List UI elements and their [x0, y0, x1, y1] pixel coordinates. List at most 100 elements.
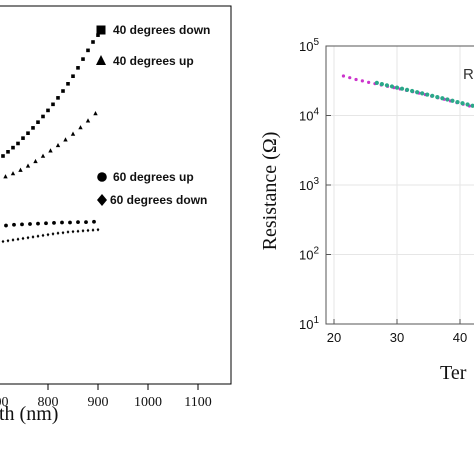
- left-series-2-point-10: [63, 137, 68, 142]
- left-series-1-point-16: [71, 74, 75, 78]
- left-series-1-point-19: [86, 48, 90, 53]
- legend-label-40-down: 40 degrees down: [113, 23, 210, 37]
- left-series-1-point-12: [51, 102, 55, 107]
- right-series-2-point-20: [470, 103, 474, 108]
- right-series-2-point-3: [384, 83, 390, 88]
- left-x-tick-label-800: 800: [38, 395, 59, 410]
- right-series-2-point-13: [435, 94, 440, 100]
- left-x-tick-label-700: 700: [0, 395, 9, 410]
- right-series-2-point-4: [389, 84, 395, 89]
- left-series-4-point-14: [61, 230, 65, 235]
- right-series-1-point-5: [367, 80, 371, 84]
- right-annotation: R: [463, 66, 474, 83]
- left-series-1-point-10: [41, 114, 45, 119]
- left-x-ticks: 700 800 900 1000 1100: [0, 384, 212, 410]
- right-series-2-point-19: [465, 102, 470, 107]
- left-series-2-point-11: [70, 131, 76, 136]
- right-y-axis-label: Resistance (Ω): [259, 132, 281, 251]
- right-x-ticks: 20 30 40: [327, 319, 467, 345]
- left-series-1-point-17: [76, 66, 80, 70]
- left-series-4-point-20: [91, 228, 95, 232]
- right-y-tick-label-1: 101: [299, 315, 319, 332]
- right-series-2-point-16: [450, 98, 455, 103]
- right-series-2-point-8: [410, 88, 415, 94]
- right-series-2-point-7: [404, 87, 410, 92]
- left-series-4-point-18: [81, 229, 85, 233]
- right-series-2-point-18: [460, 101, 465, 106]
- legend-label-60-up: 60 degrees up: [113, 170, 194, 184]
- left-plot: 700 800 900 1000 1100 40 degrees down 40 deg…: [0, 5, 232, 425]
- left-series-3-point-12: [84, 220, 88, 225]
- left-series-2-point-14: [93, 111, 98, 116]
- left-series-1-point-18: [81, 57, 85, 61]
- left-series-3-point-8: [52, 220, 56, 225]
- left-series-1-point-15: [66, 82, 70, 86]
- left-series-2-point-12: [78, 125, 83, 130]
- right-y-tick-label-2: 102: [299, 246, 319, 263]
- left-x-tick-label-1100: 1100: [184, 395, 211, 410]
- left-series-1-point-21: [96, 33, 100, 37]
- left-series-4-point-8: [31, 235, 35, 239]
- left-series-4-point-4: [11, 238, 15, 242]
- left-series-3-point-13: [92, 219, 96, 224]
- right-y-tick-label-5: 105: [299, 37, 319, 54]
- right-series-2-point-5: [394, 85, 400, 90]
- left-series-1-point-2: [1, 154, 5, 158]
- left-series-1-point-14: [61, 89, 65, 93]
- left-series-4-point-2: [1, 239, 5, 244]
- left-series-2-point-4: [18, 167, 23, 172]
- right-series-1-point-3: [354, 77, 358, 82]
- left-series-1-point-7: [26, 131, 30, 135]
- right-series-1-point-1: [341, 74, 346, 78]
- left-x-axis-label: th (nm): [0, 403, 58, 425]
- left-series-2-point-3: [10, 171, 16, 176]
- left-series-4-point-13: [56, 231, 60, 235]
- right-y-tick-label-3: 103: [299, 176, 319, 193]
- left-series-4-point-19: [86, 228, 90, 233]
- right-series-2-point-15: [445, 97, 450, 102]
- left-series-4-point-16: [71, 229, 75, 234]
- left-series-2-point-6: [33, 158, 38, 164]
- left-series-3-point-4: [20, 222, 24, 227]
- right-x-tick-label-20: 20: [327, 330, 341, 345]
- left-series-3-point-10: [68, 220, 72, 225]
- left-series-2-point-13: [85, 118, 91, 123]
- left-series-4-point-3: [6, 238, 10, 243]
- left-plot-frame: [0, 5, 232, 385]
- right-series-2-point-9: [415, 90, 420, 95]
- left-x-tick-label-900: 900: [88, 395, 109, 410]
- left-series-3-point-6: [36, 221, 40, 226]
- left-series-4-point-7: [26, 235, 30, 240]
- legend-marker-triangle: [96, 55, 106, 65]
- right-series-2-point-17: [455, 99, 460, 105]
- legend-label-40-up: 40 degrees up: [113, 54, 194, 68]
- right-x-tick-label-40: 40: [453, 330, 467, 345]
- right-y-tick-label-4: 104: [299, 107, 319, 124]
- right-series-1-point-4: [360, 79, 364, 83]
- legend-marker-square: [96, 25, 106, 35]
- left-series-4-point-10: [41, 233, 45, 238]
- right-series-2-point-12: [430, 93, 435, 98]
- left-series-2-point-5: [25, 163, 31, 168]
- right-x-axis-label: Ter: [440, 362, 467, 384]
- legend-marker-diamond: [97, 194, 107, 206]
- left-series-2-point-9: [55, 142, 61, 148]
- left-series-1-point-20: [91, 40, 95, 44]
- left-series-4-point-9: [36, 234, 40, 238]
- left-series-3-point-11: [76, 220, 80, 225]
- left-series-4-point-15: [66, 230, 70, 234]
- legend-label-60-down: 60 degrees down: [110, 193, 207, 207]
- left-series-1-point-8: [31, 126, 35, 130]
- left-series-4-point-21: [96, 227, 100, 232]
- left-series-2-point-2: [3, 174, 8, 179]
- left-series-1-point-3: [6, 150, 10, 154]
- left-series-1-point-9: [36, 120, 40, 124]
- left-series-4-point-11: [46, 232, 50, 237]
- left-series-3-point-5: [28, 222, 32, 226]
- right-series-2-point-6: [399, 86, 405, 91]
- right-grid: [326, 45, 474, 325]
- left-series-4-point-5: [16, 237, 20, 242]
- left-series-3-point-2: [4, 223, 8, 228]
